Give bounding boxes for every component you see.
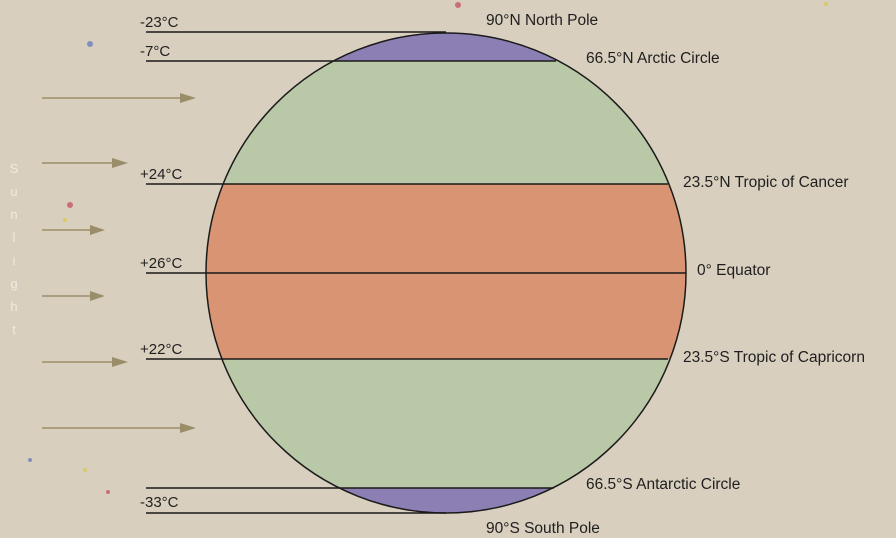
tropical-zone [206, 184, 686, 359]
lat-label-equator: 0° Equator [697, 262, 770, 279]
speckle-red [455, 2, 461, 8]
latitude-lines [146, 31, 686, 514]
temperature-labels: -23°C -7°C +24°C +26°C +22°C -33°C [140, 14, 182, 511]
latitude-labels: 90°N North Pole 66.5°N Arctic Circle 23.… [486, 12, 865, 537]
sunlight-letter: h [10, 299, 17, 314]
north-temperate-zone [206, 61, 686, 184]
sunlight-arrow [42, 225, 105, 235]
lat-label-south-pole: 90°S South Pole [486, 520, 600, 537]
sunlight-arrow [42, 93, 196, 103]
temp-label-north-pole: -23°C [140, 14, 179, 31]
sunlight-letter: u [10, 184, 17, 199]
speckle-blue [28, 458, 32, 462]
sunlight-arrow [42, 158, 128, 168]
speckle-yellow [824, 2, 828, 6]
lat-label-tropic-of-cancer: 23.5°N Tropic of Cancer [683, 174, 849, 191]
speckle-red [67, 202, 73, 208]
temp-label-south-pole: -33°C [140, 494, 179, 511]
speckle-yellow [83, 468, 87, 472]
sunlight-letter: g [10, 276, 17, 291]
sunlight-letter: l [13, 230, 16, 245]
sunlight-arrow [42, 423, 196, 433]
sunlight-label: S u n l i g h t [10, 161, 19, 337]
paper-texture [28, 2, 828, 494]
sunlight-arrow [42, 291, 105, 301]
temp-label-equator: +26°C [140, 255, 182, 272]
speckle-red [106, 490, 110, 494]
globe-bands [206, 33, 686, 513]
sunlight-letter: i [13, 253, 16, 268]
sunlight-letter: S [10, 161, 19, 176]
lat-label-antarctic-circle: 66.5°S Antarctic Circle [586, 476, 740, 493]
lat-label-north-pole: 90°N North Pole [486, 12, 598, 29]
speckle-blue [87, 41, 93, 47]
south-temperate-zone [206, 359, 686, 488]
temp-label-tropic-of-cancer: +24°C [140, 166, 182, 183]
temp-label-arctic-circle: -7°C [140, 43, 170, 60]
temp-label-tropic-of-capricorn: +22°C [140, 341, 182, 358]
sunlight-letter: n [10, 207, 17, 222]
speckle-yellow [63, 218, 67, 222]
lat-label-tropic-of-capricorn: 23.5°S Tropic of Capricorn [683, 349, 865, 366]
lat-label-arctic-circle: 66.5°N Arctic Circle [586, 50, 720, 67]
sunlight-arrows [42, 93, 196, 433]
sunlight-arrow [42, 357, 128, 367]
sunlight-letter: t [12, 322, 16, 337]
